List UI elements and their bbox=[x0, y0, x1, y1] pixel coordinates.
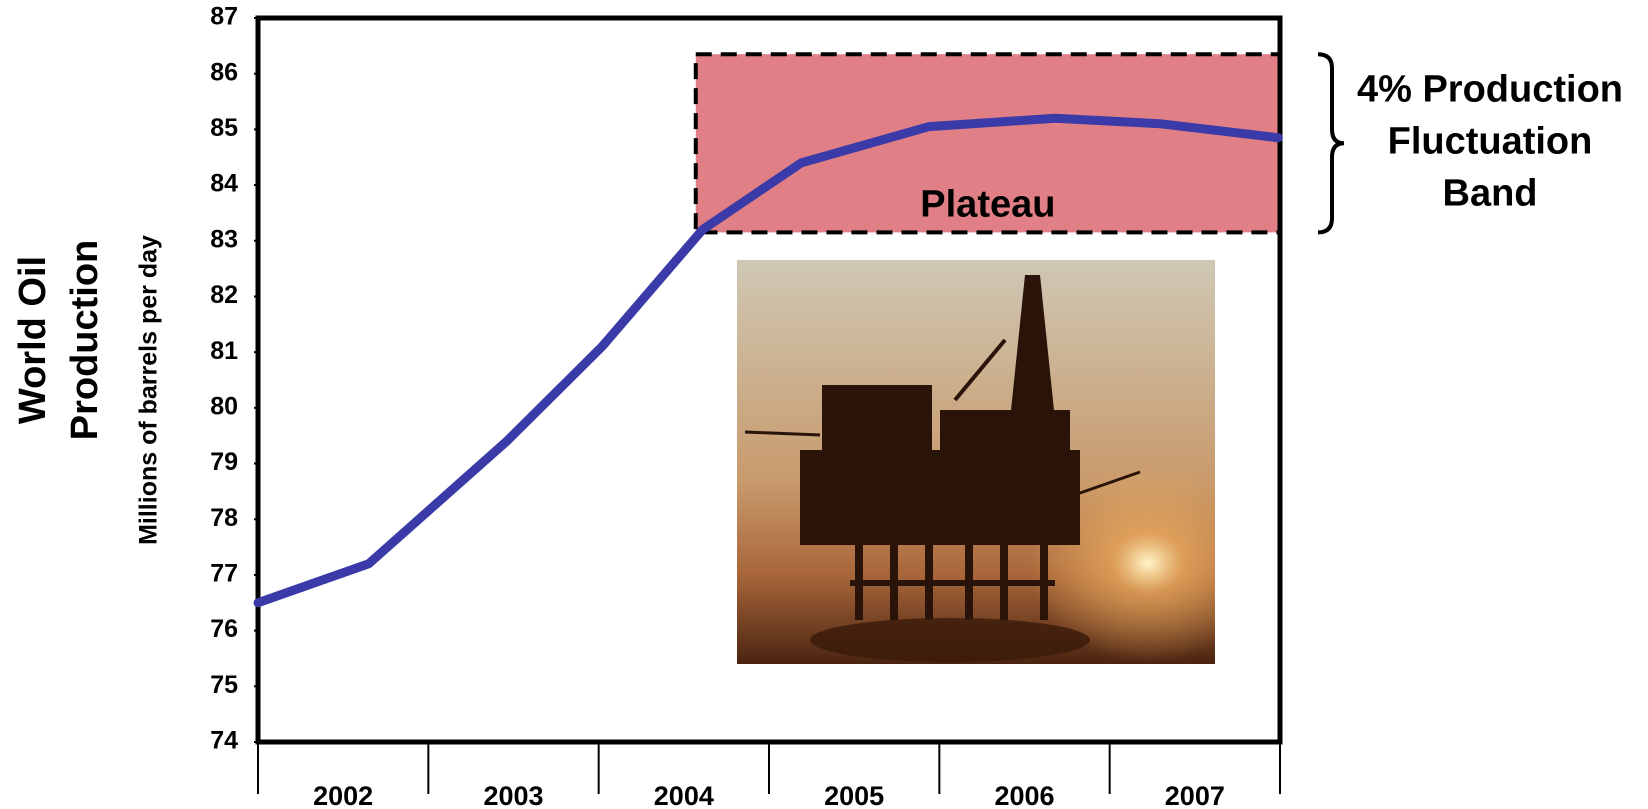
band-label: Plateau bbox=[920, 183, 1055, 225]
production-line bbox=[253, 113, 1283, 608]
x-tick-label: 2005 bbox=[824, 781, 884, 809]
brace bbox=[1317, 52, 1345, 235]
y-axis-title: World Oil bbox=[12, 256, 54, 424]
y-tick-label: 80 bbox=[210, 392, 238, 420]
plateau-band bbox=[693, 52, 1282, 235]
x-tick-label: 2007 bbox=[1165, 781, 1225, 809]
y-tick-label: 74 bbox=[210, 727, 238, 755]
x-tick-label: 2002 bbox=[313, 781, 373, 809]
x-tick-label: 2006 bbox=[994, 781, 1054, 809]
y-tick-label: 81 bbox=[210, 337, 238, 365]
y-tick-label: 84 bbox=[210, 170, 238, 198]
y-tick-label: 76 bbox=[210, 615, 238, 643]
y-tick-label: 83 bbox=[210, 225, 238, 253]
y-tick-label: 87 bbox=[210, 3, 238, 31]
annotation: Fluctuation bbox=[1388, 120, 1593, 162]
y-axis-title: Production bbox=[64, 240, 106, 441]
annotation: Band bbox=[1443, 172, 1538, 214]
y-tick-label: 85 bbox=[210, 114, 238, 142]
x-tick-label: 2003 bbox=[483, 781, 543, 809]
y-tick-label: 78 bbox=[210, 504, 238, 532]
y-tick-label: 79 bbox=[210, 448, 238, 476]
x-tick-label: 2004 bbox=[654, 781, 714, 809]
y-tick-label: 82 bbox=[210, 281, 238, 309]
y-tick-label: 77 bbox=[210, 560, 238, 588]
y-axis-subtitle: Millions of barrels per day bbox=[135, 235, 163, 545]
y-tick-label: 86 bbox=[210, 58, 238, 86]
oil-rig-photo bbox=[737, 260, 1215, 664]
y-tick-label: 75 bbox=[210, 671, 238, 699]
annotation: 4% Production bbox=[1357, 68, 1623, 110]
